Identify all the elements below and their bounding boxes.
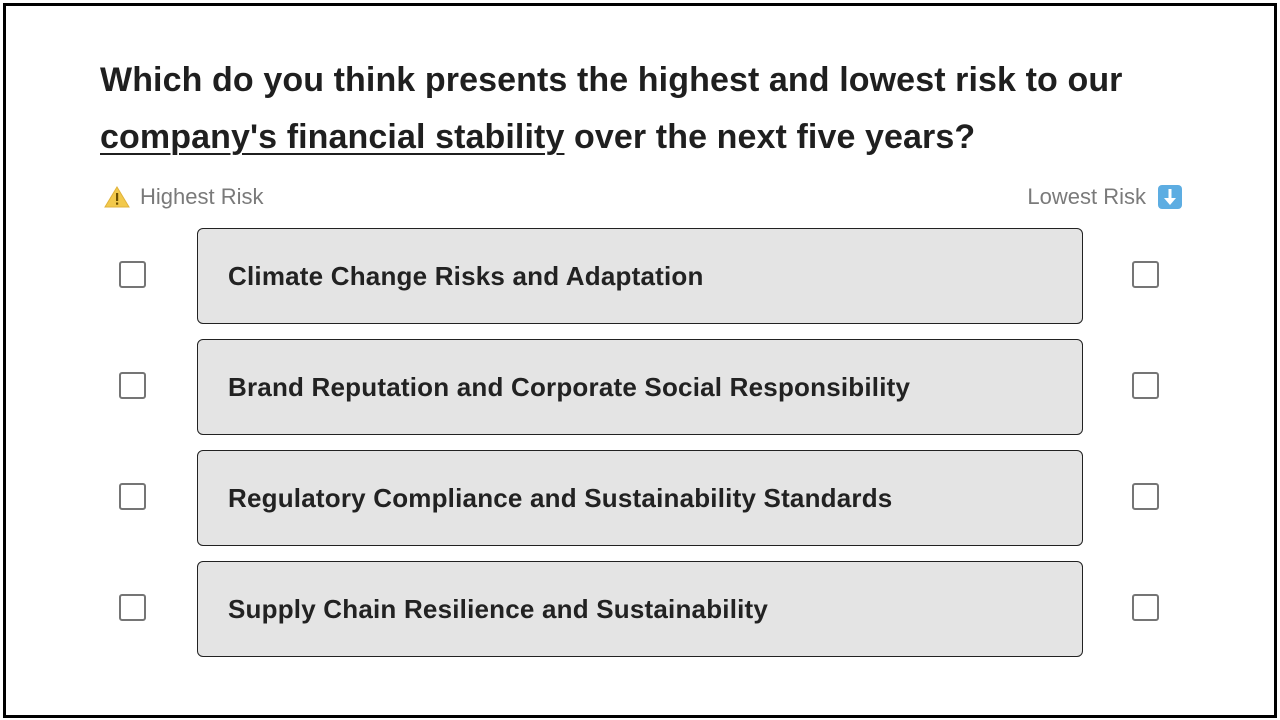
option-label: Climate Change Risks and Adaptation	[228, 260, 704, 291]
question-text-start: Which do you think presents the highest …	[100, 61, 1123, 99]
survey-frame: Which do you think presents the highest …	[3, 3, 1277, 718]
highest-risk-checkbox[interactable]	[119, 594, 146, 621]
down-arrow-icon	[1158, 185, 1182, 209]
option-card[interactable]: Climate Change Risks and Adaptation	[197, 228, 1083, 324]
lowest-risk-checkbox[interactable]	[1132, 261, 1159, 288]
option-row: Climate Change Risks and Adaptation	[6, 228, 1274, 324]
option-card[interactable]: Supply Chain Resilience and Sustainabili…	[197, 561, 1083, 657]
lowest-risk-label: Lowest Risk	[1027, 184, 1146, 209]
question-text-emphasis: company's financial stability	[100, 118, 565, 156]
lowest-risk-checkbox[interactable]	[1132, 594, 1159, 621]
option-row: Brand Reputation and Corporate Social Re…	[6, 339, 1274, 435]
lowest-risk-checkbox[interactable]	[1132, 483, 1159, 510]
question-text-end: over the next five years?	[564, 118, 976, 156]
question-text: Which do you think presents the highest …	[100, 52, 1200, 166]
option-label: Brand Reputation and Corporate Social Re…	[228, 371, 911, 402]
option-card[interactable]: Regulatory Compliance and Sustainability…	[197, 450, 1083, 546]
lowest-risk-legend: Lowest Risk	[1027, 184, 1182, 210]
highest-risk-checkbox[interactable]	[119, 261, 146, 288]
highest-risk-legend: Highest Risk	[104, 184, 263, 210]
highest-risk-label: Highest Risk	[140, 184, 264, 209]
option-row: Regulatory Compliance and Sustainability…	[6, 450, 1274, 546]
option-label: Supply Chain Resilience and Sustainabili…	[228, 593, 769, 624]
lowest-risk-checkbox[interactable]	[1132, 372, 1159, 399]
option-row: Supply Chain Resilience and Sustainabili…	[6, 561, 1274, 657]
option-label: Regulatory Compliance and Sustainability…	[228, 482, 893, 513]
option-card[interactable]: Brand Reputation and Corporate Social Re…	[197, 339, 1083, 435]
highest-risk-checkbox[interactable]	[119, 372, 146, 399]
highest-risk-checkbox[interactable]	[119, 483, 146, 510]
warning-icon	[104, 186, 130, 208]
